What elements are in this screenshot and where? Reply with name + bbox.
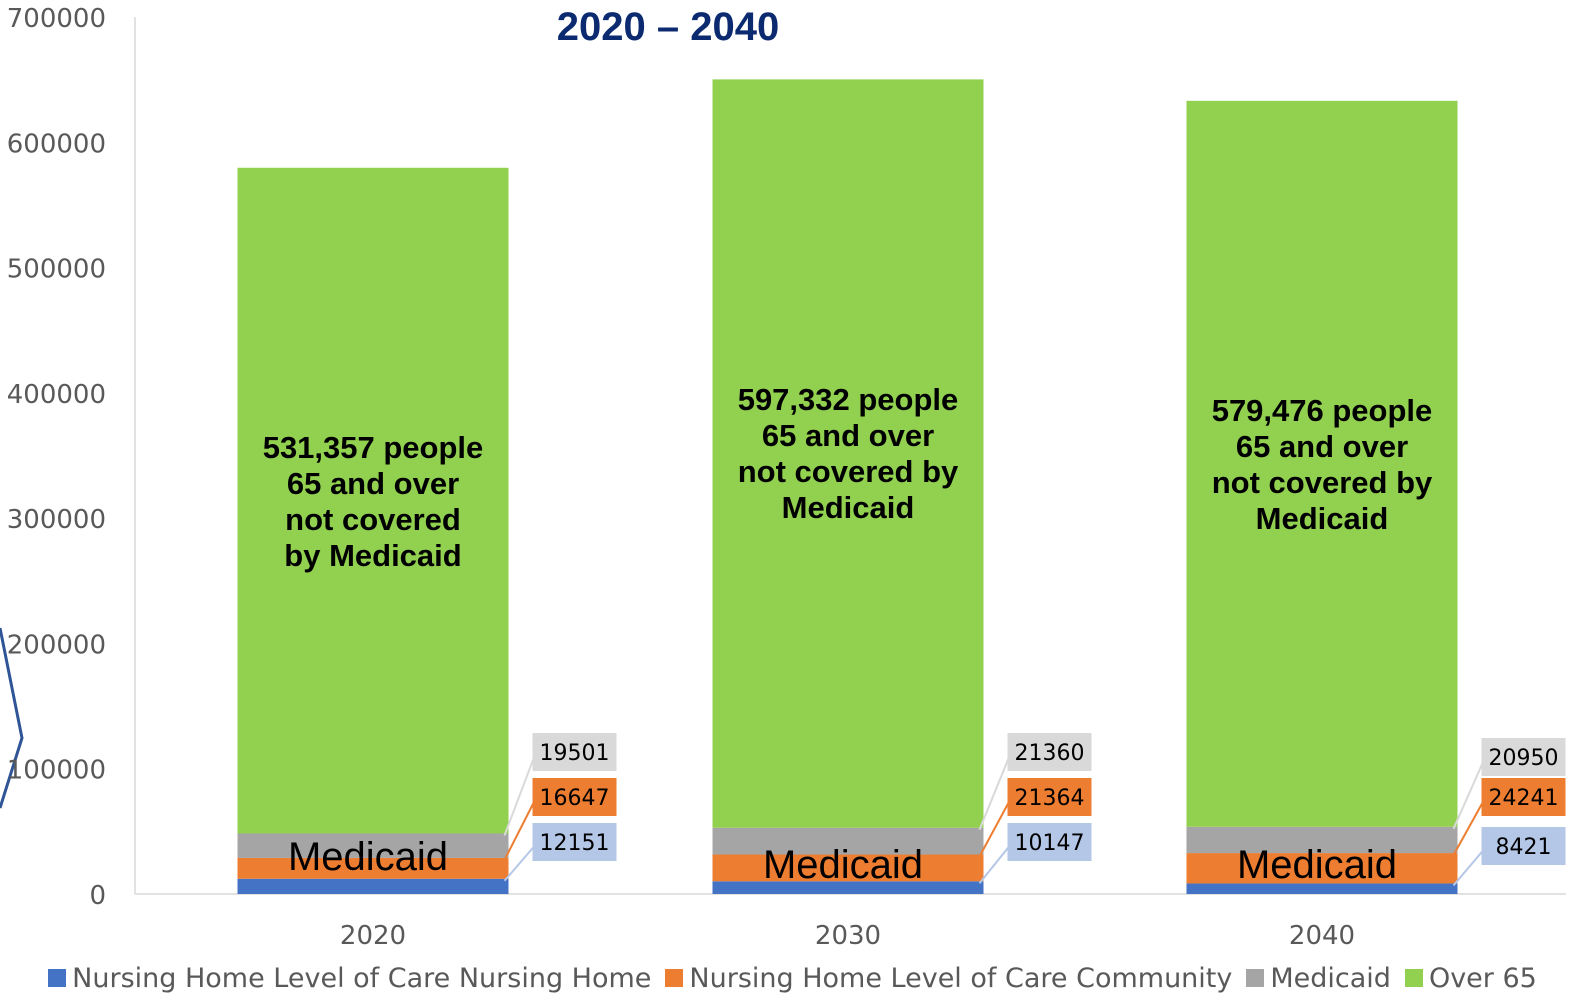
over65-annotation-line: Medicaid: [1256, 501, 1389, 536]
bar-segment: [1186, 826, 1458, 854]
over65-annotation-line: not covered by: [1212, 465, 1433, 500]
data-label-box: [1481, 827, 1566, 865]
legend-swatch: [1246, 969, 1265, 987]
bar-segment: [237, 833, 509, 858]
data-label-leader-line: [1452, 760, 1485, 830]
legend-swatch: [48, 969, 67, 987]
data-label-box: [532, 778, 617, 816]
y-tick-label: 300000: [7, 505, 106, 535]
data-label-box: [532, 823, 617, 861]
bar-segment: [712, 827, 984, 855]
legend-item: Over 65: [1404, 962, 1537, 994]
data-label: 24241: [1489, 786, 1559, 811]
y-tick-label: 600000: [7, 129, 106, 159]
data-label-leader-line: [1452, 849, 1485, 887]
y-tick-label: 100000: [7, 756, 106, 786]
bar-segment: [237, 167, 509, 834]
legend-item: Nursing Home Level of Care Community: [665, 963, 1232, 994]
y-tick-label: 200000: [7, 630, 106, 660]
data-label: 21364: [1015, 786, 1085, 811]
x-tick-label: 2020: [340, 921, 406, 951]
y-tick-label: 0: [89, 881, 106, 911]
data-label: 21360: [1015, 741, 1085, 766]
bar-segment: [712, 881, 984, 894]
chart-legend: Nursing Home Level of Care Nursing Home N…: [0, 960, 1585, 996]
data-label: 20950: [1489, 746, 1559, 771]
bar-segment: [1186, 883, 1458, 894]
legend-label: Nursing Home Level of Care Community: [689, 962, 1233, 994]
over65-annotation-line: 531,357 people: [263, 430, 484, 465]
data-label: 12151: [540, 831, 610, 856]
legend-item: Nursing Home Level of Care Nursing Home: [48, 963, 651, 994]
data-label: 10147: [1015, 831, 1085, 856]
bar-segment: [237, 857, 509, 879]
y-tick-label: 500000: [7, 255, 106, 285]
x-tick-label: 2030: [815, 921, 881, 951]
data-label: 19501: [540, 741, 610, 766]
side-chevron-decoration: [0, 627, 24, 809]
legend-label: Medicaid: [1270, 962, 1391, 994]
data-label-box: [1481, 778, 1566, 816]
over65-annotation-line: by Medicaid: [284, 538, 461, 573]
data-label-box: [1007, 823, 1092, 861]
medicaid-annotation: Medicaid: [763, 843, 923, 887]
chart-title: 2020 – 2040: [557, 5, 779, 49]
data-label-box: [532, 733, 617, 771]
over65-annotation-line: Medicaid: [782, 490, 915, 525]
data-label-leader-line: [503, 845, 536, 882]
over65-annotation-line: 579,476 people: [1212, 393, 1433, 428]
legend-label: Over 65: [1428, 962, 1537, 994]
y-tick-label: 400000: [7, 380, 106, 410]
data-label-box: [1481, 738, 1566, 776]
over65-annotation-line: not covered by: [738, 454, 959, 489]
data-label: 16647: [540, 786, 610, 811]
y-tick-label: 700000: [7, 4, 106, 34]
data-label-leader-line: [503, 755, 536, 836]
data-label-leader-line: [978, 845, 1011, 884]
x-tick-label: 2040: [1289, 921, 1355, 951]
medicaid-annotation: Medicaid: [1237, 843, 1397, 887]
over65-annotation-line: 65 and over: [1236, 429, 1408, 464]
over65-annotation-line: 65 and over: [762, 418, 934, 453]
data-label-leader-line: [978, 800, 1011, 857]
data-label-box: [1007, 778, 1092, 816]
over65-annotation-line: 597,332 people: [738, 382, 959, 417]
legend-swatch: [1404, 969, 1423, 987]
data-label: 8421: [1496, 835, 1552, 860]
medicaid-annotation: Medicaid: [288, 835, 448, 879]
bar-segment: [712, 854, 984, 882]
legend-item: Medicaid: [1246, 963, 1391, 994]
data-label-leader-line: [1452, 800, 1485, 856]
bar-segment: [712, 79, 984, 828]
data-label-leader-line: [978, 755, 1011, 831]
legend-label: Nursing Home Level of Care Nursing Home: [72, 962, 652, 994]
over65-annotation-line: not covered: [285, 502, 461, 537]
bar-segment: [237, 878, 509, 894]
over65-annotation-line: 65 and over: [287, 466, 459, 501]
data-label-box: [1007, 733, 1092, 771]
bar-segment: [1186, 100, 1458, 827]
data-label-leader-line: [503, 800, 536, 861]
bar-segment: [1186, 853, 1458, 884]
legend-swatch: [665, 969, 684, 987]
